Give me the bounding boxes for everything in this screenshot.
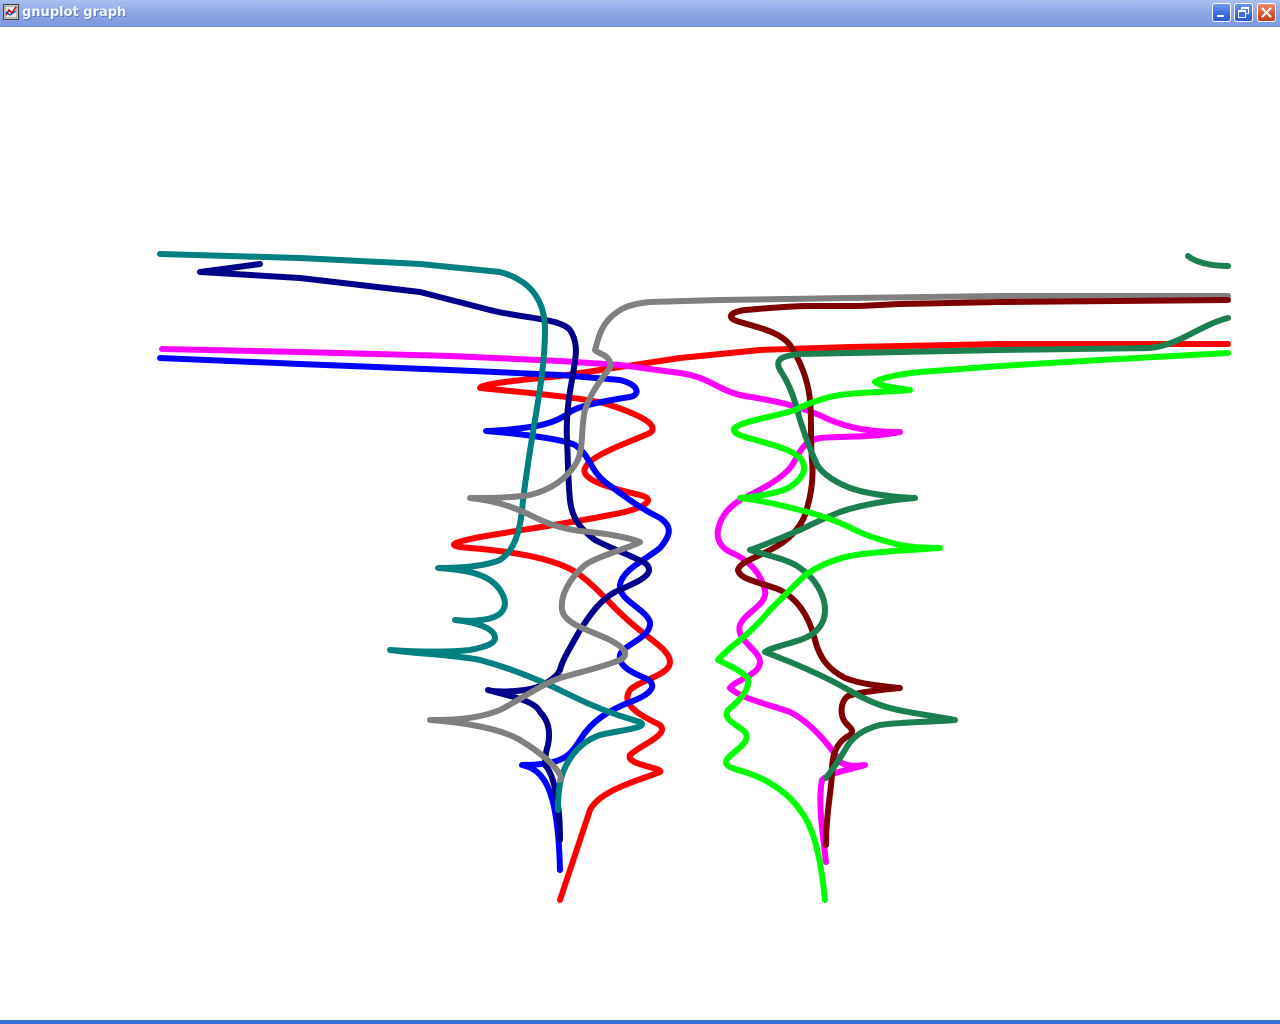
restore-button[interactable] [1234,3,1253,22]
plot-canvas [0,27,1280,1020]
title-bar[interactable]: gnuplot graph [0,0,1280,27]
curve-navy [197,261,652,843]
window-title: gnuplot graph [22,5,127,20]
curve-gray [427,293,1231,783]
curve-magenta [159,346,903,865]
close-button[interactable] [1257,3,1276,22]
curve-seagreen [747,253,1231,781]
curve-lime [715,350,1231,903]
curve-red [451,341,1231,903]
close-icon [1261,7,1272,18]
minimize-icon [1217,15,1224,17]
taskbar-edge [0,1020,1280,1024]
gnuplot-icon[interactable] [3,4,19,20]
plot-curves [157,251,1231,903]
curve-maroon [728,297,1231,848]
curve-teal [157,251,645,813]
minimize-button[interactable] [1212,3,1231,22]
restore-icon [1238,7,1249,18]
curve-blue [157,355,672,873]
